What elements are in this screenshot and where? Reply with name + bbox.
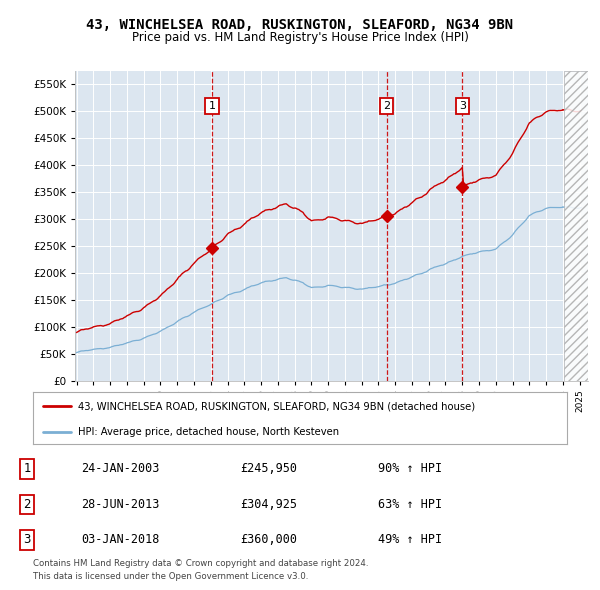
Text: 28-JUN-2013: 28-JUN-2013 xyxy=(81,498,160,511)
Text: 3: 3 xyxy=(459,101,466,111)
Text: 49% ↑ HPI: 49% ↑ HPI xyxy=(378,533,442,546)
Text: 2: 2 xyxy=(23,498,31,511)
Text: Contains HM Land Registry data © Crown copyright and database right 2024.: Contains HM Land Registry data © Crown c… xyxy=(33,559,368,568)
Text: 63% ↑ HPI: 63% ↑ HPI xyxy=(378,498,442,511)
Text: Price paid vs. HM Land Registry's House Price Index (HPI): Price paid vs. HM Land Registry's House … xyxy=(131,31,469,44)
Text: £304,925: £304,925 xyxy=(240,498,297,511)
Text: This data is licensed under the Open Government Licence v3.0.: This data is licensed under the Open Gov… xyxy=(33,572,308,581)
Text: 90% ↑ HPI: 90% ↑ HPI xyxy=(378,463,442,476)
Text: 24-JAN-2003: 24-JAN-2003 xyxy=(81,463,160,476)
Bar xyxy=(564,71,588,381)
Text: HPI: Average price, detached house, North Kesteven: HPI: Average price, detached house, Nort… xyxy=(79,427,340,437)
Text: 1: 1 xyxy=(208,101,215,111)
Text: 03-JAN-2018: 03-JAN-2018 xyxy=(81,533,160,546)
Text: 1: 1 xyxy=(23,463,31,476)
Text: £360,000: £360,000 xyxy=(240,533,297,546)
Text: 2: 2 xyxy=(383,101,390,111)
Text: £245,950: £245,950 xyxy=(240,463,297,476)
Text: 43, WINCHELSEA ROAD, RUSKINGTON, SLEAFORD, NG34 9BN (detached house): 43, WINCHELSEA ROAD, RUSKINGTON, SLEAFOR… xyxy=(79,401,476,411)
Text: 43, WINCHELSEA ROAD, RUSKINGTON, SLEAFORD, NG34 9BN: 43, WINCHELSEA ROAD, RUSKINGTON, SLEAFOR… xyxy=(86,18,514,32)
Text: 3: 3 xyxy=(23,533,31,546)
